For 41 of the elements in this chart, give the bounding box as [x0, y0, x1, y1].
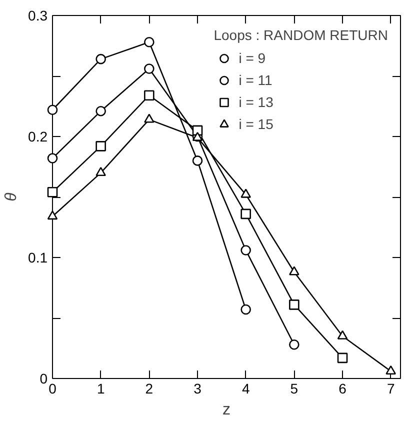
x-tick-label: 7	[386, 380, 395, 396]
legend-label: i = 15	[238, 116, 274, 132]
legend-label: i = 9	[238, 50, 266, 66]
legend-label: i = 13	[238, 94, 274, 110]
point	[289, 266, 300, 276]
y-tick-label: 0.2	[28, 128, 48, 144]
point	[96, 54, 106, 64]
y-tick-label: 0.3	[28, 8, 48, 24]
legend-label: i = 11	[238, 72, 272, 88]
legend-title: Loops : RANDOM RETURN	[214, 27, 388, 43]
point	[240, 245, 251, 256]
point	[337, 352, 348, 364]
y-tick-label: 0	[40, 370, 48, 386]
point	[144, 90, 154, 101]
x-tick-label: 1	[96, 380, 105, 396]
point	[96, 106, 106, 116]
point	[240, 188, 251, 198]
point	[47, 153, 58, 164]
x-tick-label: 6	[338, 380, 347, 396]
point	[240, 304, 251, 315]
point	[386, 365, 396, 374]
point	[144, 114, 154, 123]
point	[192, 156, 203, 166]
point	[96, 141, 106, 152]
x-tick-label: 2	[145, 380, 154, 396]
point	[47, 187, 58, 198]
point	[240, 208, 251, 220]
point	[47, 104, 58, 116]
point	[47, 210, 58, 220]
x-tick-label: 5	[290, 380, 298, 396]
point	[337, 330, 348, 340]
point	[289, 339, 300, 350]
x-axis-title: z	[222, 402, 230, 418]
point	[144, 36, 154, 48]
x-tick-label: 4	[242, 380, 250, 396]
point	[289, 300, 300, 310]
y-axis-title: θ	[3, 192, 20, 202]
x-tick-label: 3	[194, 380, 202, 396]
point	[96, 166, 106, 176]
y-tick-label: 0.1	[28, 250, 48, 266]
point	[144, 64, 154, 74]
